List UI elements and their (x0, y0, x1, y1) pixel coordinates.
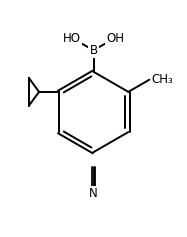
Text: CH₃: CH₃ (152, 73, 173, 86)
Text: HO: HO (63, 32, 81, 45)
Text: OH: OH (106, 32, 124, 45)
Text: N: N (89, 187, 98, 200)
Text: B: B (89, 44, 98, 57)
